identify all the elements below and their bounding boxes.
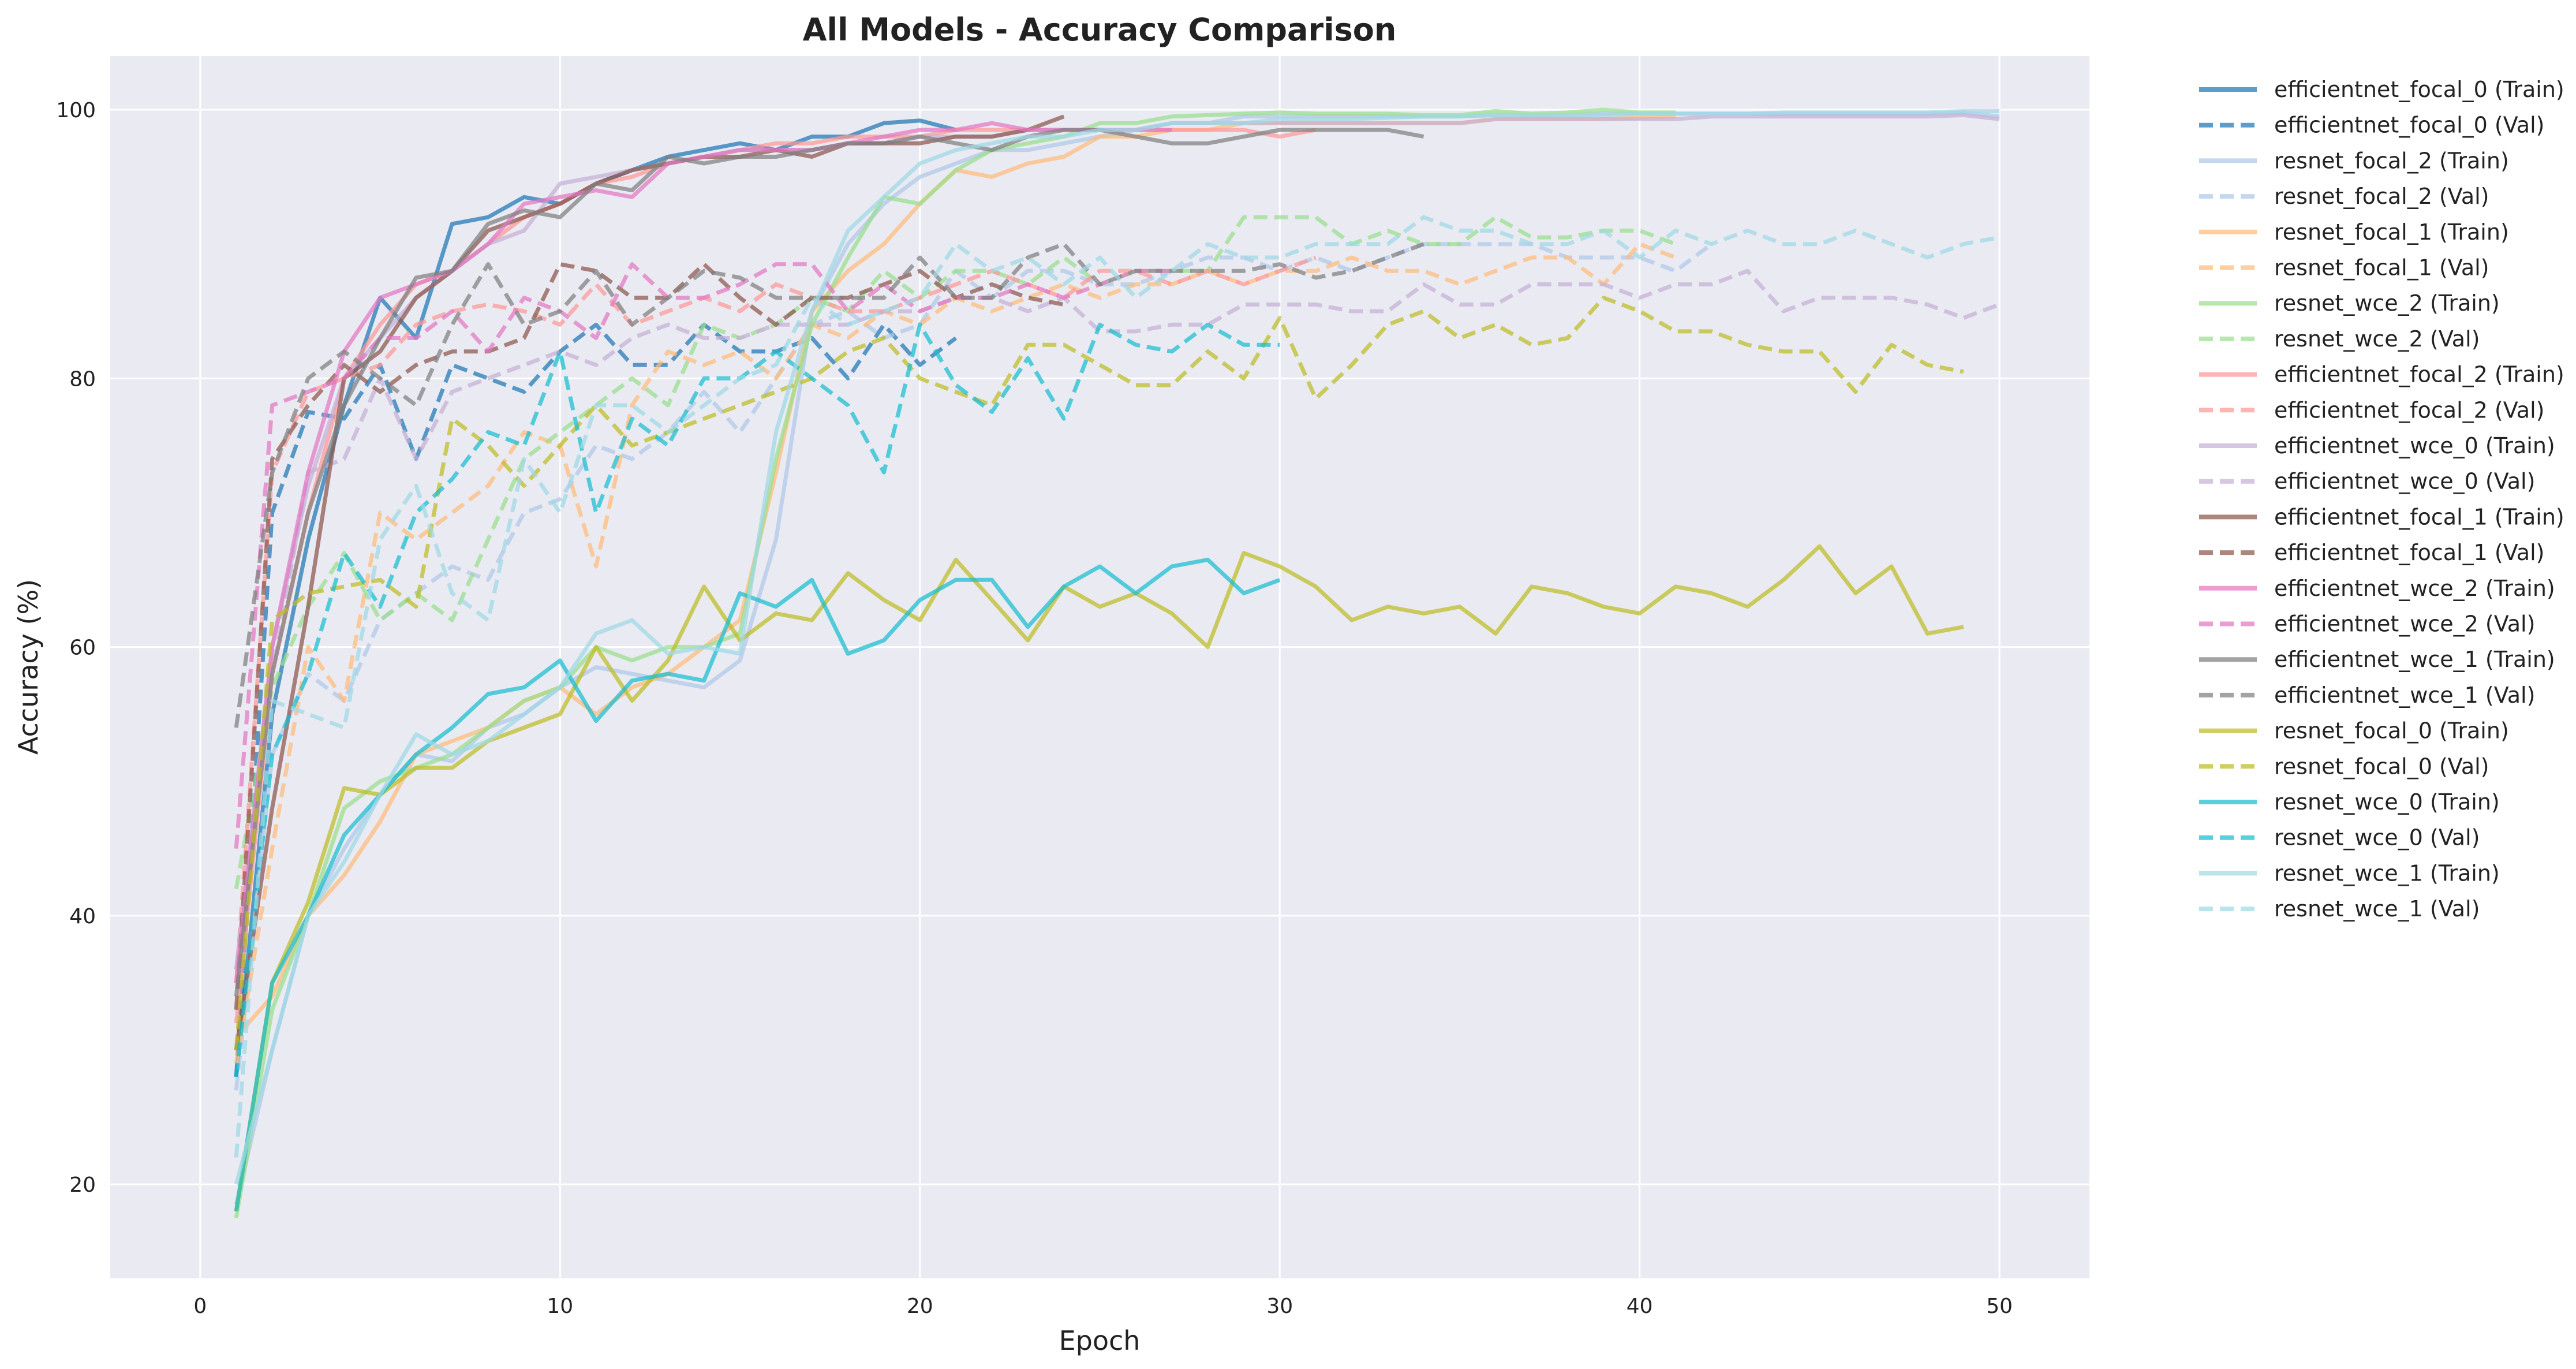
legend-label: efficientnet_focal_2 (Train) bbox=[2274, 362, 2564, 387]
legend-label: resnet_wce_1 (Train) bbox=[2274, 860, 2500, 886]
legend-label: resnet_wce_2 (Train) bbox=[2274, 290, 2500, 316]
series-line-14 bbox=[234, 262, 1064, 1010]
legend-label: efficientnet_focal_0 (Train) bbox=[2274, 77, 2564, 102]
legend-label: resnet_focal_1 (Train) bbox=[2274, 219, 2509, 245]
legend-label: resnet_focal_1 (Val) bbox=[2274, 255, 2489, 281]
legend-label: efficientnet_focal_1 (Val) bbox=[2274, 540, 2544, 565]
x-axis-label: Epoch bbox=[1059, 1325, 1141, 1356]
series-lines bbox=[234, 107, 2001, 1218]
x-tick-label: 0 bbox=[193, 1295, 207, 1318]
series-line-21 bbox=[234, 557, 1281, 1212]
legend-label: resnet_wce_2 (Val) bbox=[2274, 326, 2480, 352]
legend-label: efficientnet_focal_2 (Val) bbox=[2274, 397, 2544, 423]
series-line-17 bbox=[234, 128, 1425, 997]
series-line-20 bbox=[234, 296, 1964, 1050]
plot-area bbox=[110, 56, 2089, 1278]
series-line-13 bbox=[234, 114, 1065, 1051]
legend-label: efficientnet_focal_1 (Train) bbox=[2274, 504, 2564, 529]
series-line-23 bbox=[234, 109, 2000, 1185]
legend-label: efficientnet_wce_0 (Train) bbox=[2274, 433, 2555, 458]
y-tick-label: 80 bbox=[69, 367, 96, 391]
x-tick-label: 50 bbox=[1986, 1295, 2013, 1318]
x-tick-label: 10 bbox=[547, 1295, 573, 1318]
legend-label: efficientnet_wce_2 (Val) bbox=[2274, 611, 2535, 637]
series-line-15 bbox=[234, 121, 1172, 983]
series-line-22 bbox=[234, 322, 1280, 1077]
series-line-4 bbox=[234, 242, 1713, 1091]
legend: efficientnet_focal_0 (Train) efficientnet… bbox=[2199, 77, 2564, 922]
y-tick-label: 20 bbox=[69, 1173, 96, 1197]
x-tick-label: 20 bbox=[907, 1295, 933, 1318]
series-line-10 bbox=[234, 255, 1317, 983]
legend-label: resnet_wce_0 (Train) bbox=[2274, 789, 2500, 815]
x-axis-ticks: 0 10 20 30 40 50 bbox=[193, 1295, 2013, 1318]
series-line-8 bbox=[234, 215, 1677, 890]
series-line-12 bbox=[234, 268, 2001, 970]
series-line-24 bbox=[234, 215, 2000, 1158]
series-line-16 bbox=[234, 262, 1172, 849]
chart-title: All Models - Accuracy Comparison bbox=[803, 12, 1397, 48]
y-axis-ticks: 20 40 60 80 100 bbox=[56, 99, 96, 1197]
y-axis-label: Accuracy (%) bbox=[13, 579, 44, 755]
legend-label: resnet_focal_2 (Train) bbox=[2274, 148, 2509, 173]
series-line-19 bbox=[234, 544, 1964, 1212]
legend-label: resnet_focal_2 (Val) bbox=[2274, 184, 2489, 209]
legend-label: resnet_wce_1 (Val) bbox=[2274, 896, 2480, 922]
legend-label: efficientnet_wce_1 (Val) bbox=[2274, 682, 2535, 708]
legend-label: efficientnet_focal_0 (Val) bbox=[2274, 113, 2544, 138]
y-tick-label: 40 bbox=[69, 905, 96, 928]
y-tick-label: 60 bbox=[69, 636, 96, 660]
legend-label: resnet_focal_0 (Train) bbox=[2274, 718, 2509, 744]
x-tick-label: 40 bbox=[1627, 1295, 1653, 1318]
y-tick-label: 100 bbox=[56, 99, 96, 122]
legend-label: efficientnet_wce_0 (Val) bbox=[2274, 469, 2535, 494]
x-tick-label: 30 bbox=[1266, 1295, 1293, 1318]
legend-label: resnet_focal_0 (Val) bbox=[2274, 753, 2489, 779]
legend-label: efficientnet_wce_2 (Train) bbox=[2274, 576, 2555, 601]
series-line-2 bbox=[234, 322, 958, 1077]
legend-label: efficientnet_wce_1 (Train) bbox=[2274, 647, 2555, 672]
legend-label: resnet_wce_0 (Val) bbox=[2274, 825, 2480, 851]
